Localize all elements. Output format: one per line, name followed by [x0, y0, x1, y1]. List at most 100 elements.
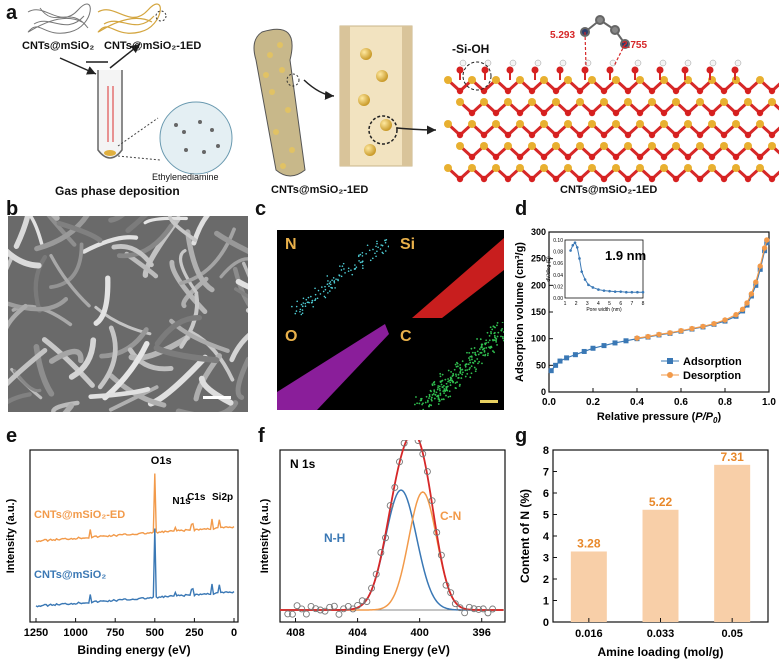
g-ytick-label: 6 [543, 488, 549, 500]
e-xtick-label: 0 [231, 627, 237, 639]
f-data-point [354, 601, 362, 609]
d-xtick-label: 0.2 [586, 397, 600, 408]
f-ylabel: Intensity (a.u.) [259, 498, 271, 573]
e-ylabel: Intensity (a.u.) [5, 498, 17, 573]
d-point-adsorption [601, 343, 607, 349]
label-sioh: -Si-OH [452, 42, 490, 56]
label-cnts-msio2-1ed-small: CNTs@mSiO₂-1ED [104, 40, 202, 52]
d-ytick-label: 0 [541, 387, 546, 397]
d-inset-point [636, 290, 639, 294]
e-xtick-label: 500 [146, 627, 164, 639]
panel-d-chart: 0.0 0.2 0.4 0.6 0.8 1.0 0 50 100 150 200 250 300 Rela… [515, 227, 776, 425]
g-ytick-label: 8 [543, 445, 549, 457]
d-point-desorption [645, 333, 651, 340]
d-inset-xtick: 3 [586, 301, 589, 307]
d-point-desorption [634, 335, 640, 341]
d-inset-point [630, 290, 634, 294]
d-point-desorption [689, 325, 695, 332]
f-label-nh: N-H [324, 531, 345, 545]
f-data-point [298, 605, 306, 613]
d-inset-xtick: 4 [597, 301, 600, 307]
f-data-point [423, 468, 431, 475]
f-data-point [377, 549, 385, 556]
e-series-label-ed: CNTs@mSiO₂-ED [34, 509, 125, 521]
f-data-point [368, 584, 376, 592]
d-inset-point [602, 289, 606, 292]
f-plot-frame [279, 449, 506, 623]
cnt-tangle-illustration [27, 3, 91, 34]
eds-map-o: O [277, 322, 389, 410]
test-tube-illustration [86, 61, 123, 159]
f-xtick-label: 408 [286, 627, 304, 639]
e-xlabel: Binding energy (eV) [77, 643, 190, 657]
d-inset-ytick: 0.10 [553, 238, 563, 244]
panel-e-chart: 1250 1000 750 500 250 0 Binding energy (eV) Int… [5, 449, 239, 657]
d-legend-label: Desorption [683, 370, 741, 382]
eds-label-si: Si [400, 236, 416, 253]
f-data-point [475, 605, 483, 613]
e-peak-label-n1s: N1s [172, 496, 191, 507]
label-tube: CNTs@mSiO₂-1ED [271, 184, 369, 196]
panel-letter-e: e [6, 425, 18, 447]
f-data-point [451, 600, 459, 608]
d-ytick-label: 50 [536, 360, 546, 370]
f-data-point [465, 603, 473, 611]
adsorbed-molecule [580, 15, 630, 67]
e-series-cnts-msio2 [35, 528, 235, 608]
eds-map-c: C [392, 321, 504, 410]
g-ytick-label: 4 [543, 531, 550, 543]
d-ytick-label: 100 [531, 334, 546, 344]
d-point-adsorption [612, 340, 618, 346]
panel-letter-c: c [255, 198, 267, 220]
d-inset-point [608, 289, 611, 293]
arrow-to-tube [59, 57, 97, 75]
g-bar-value-label: 3.28 [577, 536, 601, 550]
eds-label-n: N [285, 236, 297, 253]
f-data-point [321, 607, 329, 615]
g-xlabel: Amine loading (mol/g) [598, 645, 724, 659]
d-inset-title: 1.9 nm [605, 248, 646, 263]
panel-letter-b: b [6, 198, 19, 220]
ethylenediamine-zoom [117, 101, 233, 175]
d-point-adsorption [623, 338, 629, 344]
eds-scale-bar [480, 400, 498, 403]
g-bar [714, 464, 751, 622]
arrow-to-product [109, 43, 141, 69]
label-lattice: CNTs@mSiO₂-1ED [560, 184, 658, 196]
zoom-circle-small [155, 10, 167, 22]
panel-letter-a: a [6, 2, 18, 24]
d-series-line-1 [636, 239, 768, 339]
d-ytick-label: 300 [531, 227, 546, 237]
f-data-point [489, 605, 497, 613]
g-xtick-label: 0.05 [721, 628, 742, 640]
f-data-point [456, 604, 464, 612]
sioh-highlight-circle [462, 61, 492, 91]
g-ytick-label: 3 [543, 553, 549, 565]
g-bar [642, 509, 679, 622]
f-data-point [433, 529, 441, 536]
g-bar-value-label: 5.22 [649, 495, 673, 509]
d-point-desorption [757, 263, 763, 269]
panel-a-schematic [27, 3, 779, 183]
d-inset-point [597, 288, 600, 291]
f-data-point [326, 603, 334, 611]
e-series-cnts-msio2-ed [35, 473, 235, 543]
sem-scale-bar [203, 396, 231, 399]
d-inset-point [578, 257, 581, 260]
panel-f-chart: 408 404 400 396 Binding Energy (eV) Intensity… [259, 440, 506, 657]
label-gas-phase-deposition: Gas phase deposition [55, 184, 180, 198]
d-xlabel: Relative pressure (P/P0) [597, 411, 722, 425]
d-inset-xtick: 8 [642, 301, 645, 307]
cnt-coated-tube-illustration [253, 28, 306, 177]
f-xtick-label: 396 [473, 627, 491, 639]
d-point-desorption [711, 321, 717, 327]
panel-g-chart: 0 1 2 3 4 5 6 7 8 Content of N (%) Amine loading (… [518, 445, 769, 659]
e-xtick-label: 1000 [63, 627, 87, 639]
d-inset-xtick: 7 [630, 301, 633, 307]
g-ylabel: Content of N (%) [518, 489, 532, 583]
d-inset-point [641, 290, 645, 294]
f-data-point [312, 605, 320, 613]
f-data-point [288, 610, 296, 618]
f-data-point [396, 458, 403, 466]
g-ytick-label: 2 [543, 574, 549, 586]
